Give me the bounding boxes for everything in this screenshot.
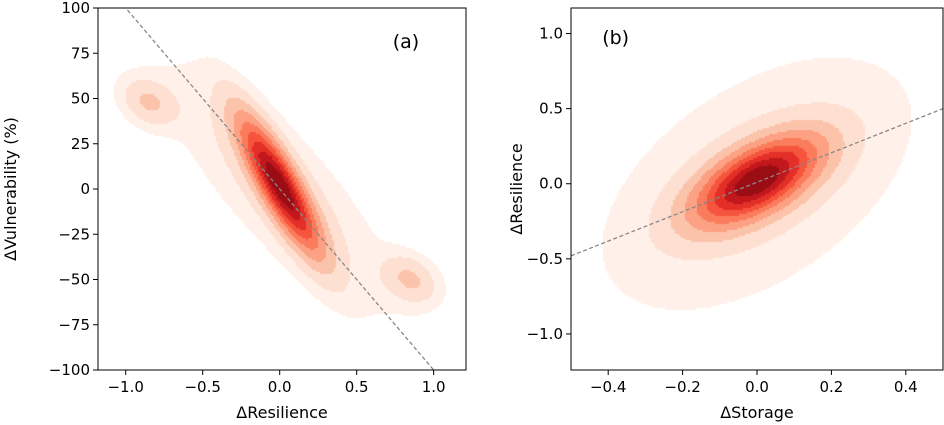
x-axis-label: ΔStorage [720, 403, 794, 422]
y-tick-label: 50 [71, 90, 90, 108]
x-tick-label: −0.4 [590, 378, 626, 396]
x-tick-label: 0.4 [894, 378, 918, 396]
x-tick-label: −0.5 [184, 378, 220, 396]
y-tick-label: 75 [71, 44, 90, 62]
y-tick-label: −50 [58, 271, 90, 289]
y-tick-label: −25 [58, 225, 90, 243]
x-tick-label: 0.2 [819, 378, 843, 396]
regression-line [124, 8, 435, 370]
y-tick-label: −0.5 [527, 250, 563, 268]
panel-b: −0.4 −0.2 0.0 0.2 0.4 1.0 0.5 0.0 −0.5 −1.0 ΔStora… [507, 7, 944, 422]
x-tick-label: 0.5 [345, 378, 369, 396]
x-tick-label: 1.0 [422, 378, 446, 396]
y-axis-label: ΔVulnerability (%) [1, 117, 20, 261]
x-tick-label: −1.0 [107, 378, 143, 396]
x-axis-label: ΔResilience [236, 403, 327, 422]
kde-density-fill-a [98, 8, 466, 370]
x-tick-label: 0.0 [268, 378, 292, 396]
y-axis-label: ΔResilience [507, 143, 526, 234]
regression-line [571, 108, 943, 257]
x-tick-label: −0.2 [664, 378, 700, 396]
panel-label: (a) [393, 31, 419, 53]
y-tick-label: −100 [49, 361, 90, 379]
y-tick-label: 0.5 [539, 100, 563, 118]
panel-a: −1.0 −0.5 0.0 0.5 1.0 100 75 50 25 0 −25 −50 −75 −100… [1, 0, 467, 422]
y-tick-label: 0.0 [539, 175, 563, 193]
axes-frame [570, 7, 944, 371]
y-tick-label: −75 [58, 316, 90, 334]
axes-frame [97, 7, 467, 371]
y-tick-label: 1.0 [539, 25, 563, 43]
x-tick-label: 0.0 [745, 378, 769, 396]
y-tick-label: 25 [71, 135, 90, 153]
kde-density-fill-b [571, 8, 943, 370]
y-tick-label: −1.0 [527, 325, 563, 343]
y-tick-label: 100 [61, 0, 90, 17]
y-tick-label: 0 [80, 180, 90, 198]
panel-label: (b) [602, 27, 629, 49]
